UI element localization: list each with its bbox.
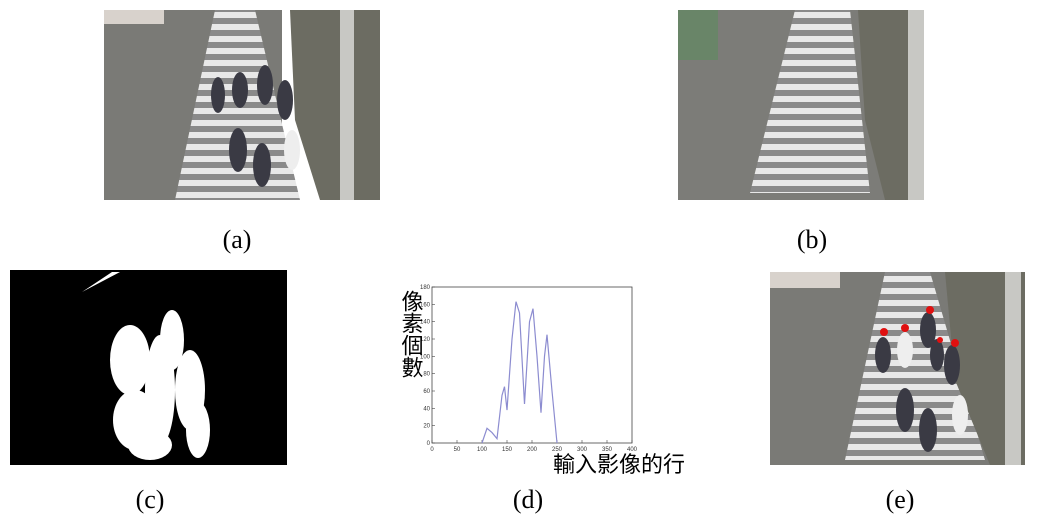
x-axis-label: 輸入影像的行 — [553, 453, 685, 478]
caption: (b) — [797, 225, 827, 254]
photo-b — [678, 10, 924, 200]
mask-c — [10, 270, 287, 465]
caption: (d) — [513, 485, 543, 514]
y-tick-label: 40 — [423, 406, 430, 412]
y-tick-label: 60 — [423, 389, 430, 395]
x-tick-label: 100 — [477, 447, 488, 453]
y-tick-label: 20 — [423, 424, 430, 430]
x-tick-label: 200 — [527, 447, 538, 453]
x-tick-label: 50 — [454, 447, 461, 453]
photo-e — [770, 272, 1025, 465]
photo-a — [104, 10, 380, 200]
x-tick-label: 0 — [430, 447, 434, 453]
y-tick-label: 80 — [423, 372, 430, 378]
x-tick-label: 150 — [502, 447, 513, 453]
caption: (a) — [223, 225, 252, 254]
figure: (a) (b) (c) 0204060801001201401601800501… — [0, 0, 1040, 517]
caption: (c) — [136, 485, 165, 514]
data-line — [482, 302, 557, 443]
caption: (e) — [886, 485, 915, 514]
y-axis-label: 像素個數 — [398, 290, 424, 378]
